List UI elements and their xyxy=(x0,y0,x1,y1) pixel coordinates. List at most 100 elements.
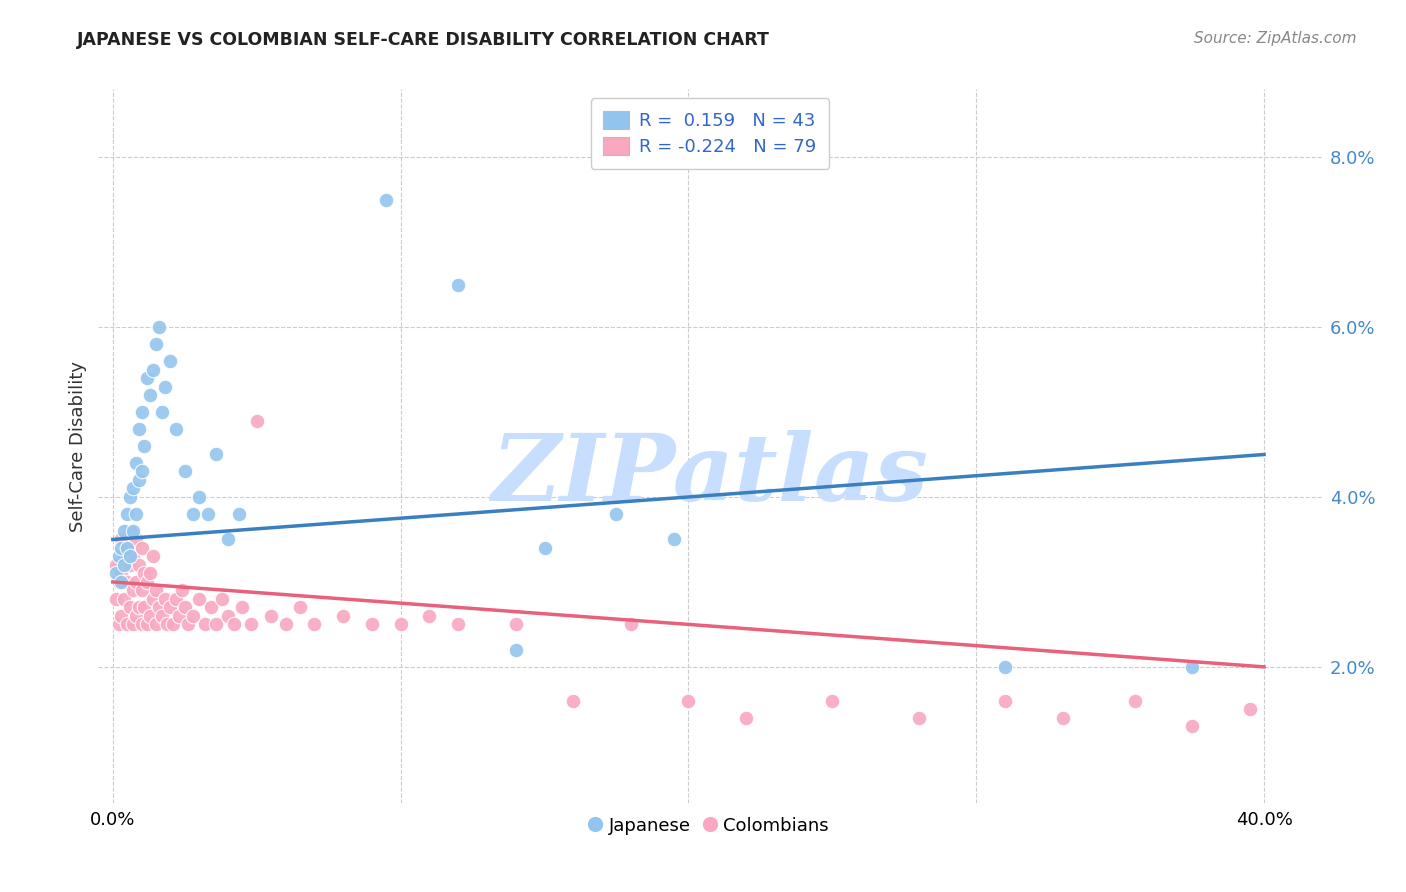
Point xyxy=(122,549,145,564)
Point xyxy=(505,617,527,632)
Point xyxy=(735,711,758,725)
Point xyxy=(260,608,283,623)
Point xyxy=(136,617,159,632)
Point xyxy=(1181,719,1204,733)
Point xyxy=(156,617,179,632)
Point xyxy=(115,617,138,632)
Point xyxy=(131,583,153,598)
Point xyxy=(375,193,398,207)
Point xyxy=(131,405,153,419)
Point xyxy=(228,507,250,521)
Point xyxy=(142,549,165,564)
Point xyxy=(115,507,138,521)
Point xyxy=(188,490,211,504)
Text: ZIPatlas: ZIPatlas xyxy=(492,430,928,519)
Point xyxy=(134,566,156,581)
Point xyxy=(183,608,205,623)
Point xyxy=(125,574,148,589)
Point xyxy=(139,608,162,623)
Point xyxy=(145,617,167,632)
Point xyxy=(128,600,150,615)
Point xyxy=(183,507,205,521)
Point xyxy=(304,617,326,632)
Legend: Japanese, Colombians: Japanese, Colombians xyxy=(582,807,838,844)
Point xyxy=(128,473,150,487)
Point xyxy=(222,617,245,632)
Point xyxy=(533,541,555,555)
Point xyxy=(110,533,132,547)
Point xyxy=(134,439,156,453)
Point xyxy=(125,608,148,623)
Point xyxy=(562,694,585,708)
Point xyxy=(120,558,142,572)
Point xyxy=(122,482,145,496)
Point xyxy=(120,549,142,564)
Point xyxy=(107,617,129,632)
Point xyxy=(165,422,187,436)
Point xyxy=(994,694,1017,708)
Point xyxy=(145,337,167,351)
Point xyxy=(150,608,173,623)
Point xyxy=(150,405,173,419)
Point xyxy=(620,617,643,632)
Point xyxy=(1239,702,1261,716)
Point xyxy=(159,600,181,615)
Point xyxy=(110,566,132,581)
Point xyxy=(1181,660,1204,674)
Point xyxy=(120,600,142,615)
Point xyxy=(211,591,233,606)
Point xyxy=(605,507,627,521)
Point xyxy=(246,413,269,427)
Point xyxy=(104,591,127,606)
Point xyxy=(107,574,129,589)
Point xyxy=(120,524,142,538)
Point xyxy=(176,617,198,632)
Text: Source: ZipAtlas.com: Source: ZipAtlas.com xyxy=(1194,31,1357,46)
Point xyxy=(662,533,685,547)
Point xyxy=(104,558,127,572)
Point xyxy=(142,362,165,376)
Point xyxy=(159,354,181,368)
Point xyxy=(115,541,138,555)
Point xyxy=(332,608,354,623)
Point xyxy=(110,574,132,589)
Point xyxy=(122,583,145,598)
Text: JAPANESE VS COLOMBIAN SELF-CARE DISABILITY CORRELATION CHART: JAPANESE VS COLOMBIAN SELF-CARE DISABILI… xyxy=(77,31,770,49)
Point xyxy=(821,694,844,708)
Point xyxy=(231,600,253,615)
Point xyxy=(120,490,142,504)
Point xyxy=(110,608,132,623)
Point xyxy=(197,507,219,521)
Point xyxy=(288,600,311,615)
Point xyxy=(104,566,127,581)
Point xyxy=(205,448,228,462)
Point xyxy=(115,574,138,589)
Point xyxy=(125,507,148,521)
Point xyxy=(274,617,297,632)
Point xyxy=(360,617,382,632)
Point xyxy=(418,608,440,623)
Point xyxy=(112,524,135,538)
Point xyxy=(217,533,239,547)
Point xyxy=(505,643,527,657)
Point xyxy=(447,617,470,632)
Point xyxy=(205,617,228,632)
Point xyxy=(153,591,176,606)
Point xyxy=(678,694,700,708)
Point xyxy=(125,533,148,547)
Point xyxy=(134,600,156,615)
Point xyxy=(115,541,138,555)
Point xyxy=(1052,711,1074,725)
Point xyxy=(136,371,159,385)
Point xyxy=(389,617,412,632)
Point xyxy=(136,574,159,589)
Point xyxy=(165,591,187,606)
Point xyxy=(194,617,217,632)
Point xyxy=(173,600,195,615)
Point xyxy=(994,660,1017,674)
Point xyxy=(139,388,162,402)
Point xyxy=(188,591,211,606)
Point xyxy=(217,608,239,623)
Point xyxy=(112,591,135,606)
Point xyxy=(112,558,135,572)
